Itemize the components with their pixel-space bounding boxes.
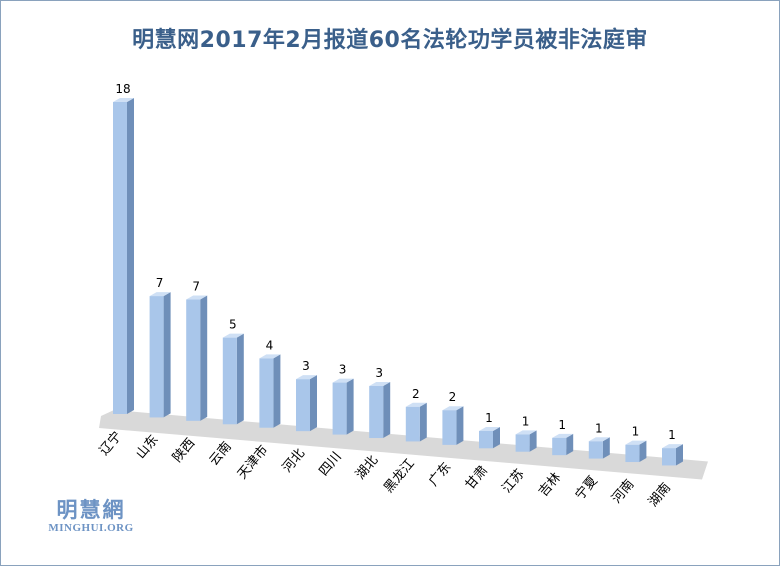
bar-黑龙江	[405, 402, 427, 442]
data-label: 4	[266, 338, 274, 352]
bar-天津市	[259, 354, 281, 428]
bar-广东	[442, 406, 464, 445]
bar-河南	[625, 440, 647, 463]
category-label: 江苏	[499, 466, 528, 496]
category-label: 湖南	[645, 480, 674, 510]
bar-湖南	[662, 444, 683, 466]
chart-title: 明慧网2017年2月报道60名法轮功学员被非法庭审	[132, 28, 648, 53]
bar-云南	[222, 333, 244, 425]
minghui-logo: 明慧網 MINGHUI.ORG	[36, 494, 146, 534]
data-label: 1	[668, 428, 676, 442]
data-label: 2	[449, 390, 457, 404]
logo-english-text: MINGHUI.ORG	[48, 522, 134, 534]
bar-宁夏	[588, 437, 610, 459]
category-label: 天津市	[234, 442, 271, 482]
category-label: 吉林	[536, 470, 564, 500]
bar-甘肃	[479, 426, 500, 449]
data-label: 7	[192, 280, 200, 294]
bar-河北	[296, 375, 317, 432]
category-label: 陕西	[170, 436, 198, 466]
data-label: 7	[156, 276, 164, 290]
chart-floor	[99, 410, 708, 480]
category-label: 黑龙江	[381, 456, 418, 496]
category-label: 辽宁	[96, 428, 125, 458]
category-label: 河北	[280, 446, 308, 476]
data-label: 2	[412, 387, 420, 401]
category-label: 宁夏	[572, 473, 601, 503]
category-label: 甘肃	[463, 463, 491, 493]
data-label: 1	[485, 411, 493, 425]
bar-四川	[332, 378, 354, 435]
category-label: 四川	[316, 450, 344, 480]
category-label: 山东	[133, 432, 161, 462]
data-label: 1	[595, 421, 603, 435]
data-label: 1	[632, 425, 640, 439]
bar-辽宁	[113, 98, 134, 414]
data-label: 5	[229, 318, 237, 332]
data-label: 3	[302, 359, 310, 373]
logo-chinese-text: 明慧網	[56, 497, 126, 522]
data-label: 3	[339, 363, 347, 377]
bar-吉林	[552, 433, 574, 456]
data-label: 1	[558, 418, 566, 432]
bar-山东	[149, 292, 171, 418]
bar-陕西	[186, 295, 208, 421]
data-label: 3	[375, 366, 383, 380]
data-label: 1	[522, 414, 530, 428]
data-label: 18	[115, 82, 130, 96]
bar-江苏	[515, 430, 537, 452]
category-label: 河南	[608, 476, 637, 506]
bar-湖北	[369, 382, 391, 439]
category-label: 云南	[206, 439, 235, 469]
category-label: 湖北	[353, 453, 381, 483]
category-label: 广东	[426, 460, 454, 490]
